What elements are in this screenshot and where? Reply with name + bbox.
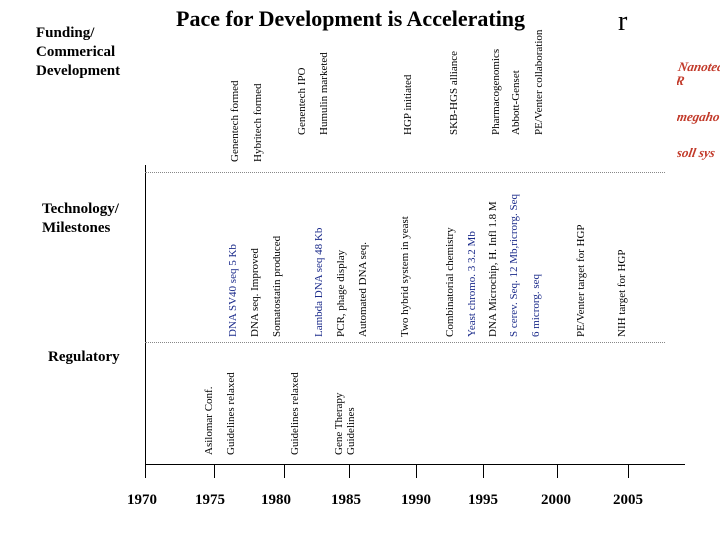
page-title: Pace for Development is Accelerating — [176, 6, 526, 31]
funding-event: Hybritech formed — [252, 83, 264, 163]
technology-event: DNA SV40 seq 5 Kb — [227, 244, 239, 337]
technology-event: PCR, phage display — [335, 249, 347, 337]
year-tick — [483, 464, 484, 478]
regulatory-event: Guidelines relaxed — [289, 372, 301, 455]
funding-event: Humulin marketed — [318, 52, 330, 135]
section-technology-label: Technology/ Milestones — [42, 201, 119, 236]
year-tick — [145, 464, 146, 478]
side-image-line: megaho — [677, 109, 720, 124]
funding-event: Pharmacogenomics — [490, 48, 502, 135]
section-regulatory-label: Regulatory — [48, 349, 120, 365]
regulatory-event: Gene Therapy — [333, 392, 345, 455]
corner-mark: r — [618, 6, 628, 37]
technology-event: Yeast chromo. 3 3.2 Mb — [466, 231, 478, 337]
year-label: 1985 — [331, 492, 361, 508]
year-label: 1990 — [401, 492, 431, 508]
side-image-line: soll sys — [677, 145, 717, 160]
year-label: 2000 — [541, 492, 571, 508]
section-regulatory: Regulatory — [48, 348, 120, 367]
regulatory-event: Guidelines — [345, 407, 357, 455]
funding-event: Abbott-Genset — [510, 70, 522, 135]
technology-event: DNA Microchip, H. Infl 1.8 M — [487, 201, 499, 337]
funding-event: Genentech IPO — [296, 67, 308, 135]
technology-event: S cerev. Seq. 12 Mb,ricrorg. Seq — [508, 194, 520, 337]
year-label: 1970 — [127, 492, 157, 508]
side-image-line: Nanotech R — [677, 59, 720, 88]
year-label: 2005 — [613, 492, 643, 508]
technology-event: 6 microrg. seq — [530, 273, 542, 337]
technology-event: PE/Venter target for HGP — [575, 224, 587, 337]
side-image: Nanotech R megaho soll sys — [677, 50, 720, 178]
technology-event: NIH target for HGP — [616, 249, 628, 337]
divider-funding-technology — [145, 172, 665, 173]
funding-event: Genentech formed — [229, 80, 241, 162]
regulatory-event: Asilomar Conf. — [203, 386, 215, 455]
technology-event: Lambda DNA seq 48 Kb — [313, 227, 325, 337]
year-tick — [416, 464, 417, 478]
year-label: 1980 — [261, 492, 291, 508]
year-label: 1975 — [195, 492, 225, 508]
year-tick — [284, 464, 285, 478]
technology-event: Somatostatin produced — [271, 235, 283, 337]
timeline-baseline — [145, 464, 685, 465]
technology-event: Combinatorial chemistry — [444, 227, 456, 337]
funding-event: SKB-HGS alliance — [448, 50, 460, 135]
year-tick — [214, 464, 215, 478]
funding-event: HGP initiated — [402, 74, 414, 135]
technology-event: Automated DNA seq. — [357, 241, 369, 337]
year-label: 1995 — [468, 492, 498, 508]
section-funding: Funding/ Commerical Development — [36, 24, 120, 81]
regulatory-event: Guidelines relaxed — [225, 372, 237, 455]
technology-event: Two hybrid system in yeast — [399, 216, 411, 337]
year-tick — [628, 464, 629, 478]
funding-event: PE/Venter collaboration — [533, 29, 545, 135]
timeline-axis — [145, 165, 146, 465]
section-funding-label: Funding/ Commerical Development — [36, 25, 121, 79]
section-technology: Technology/ Milestones — [42, 200, 119, 238]
technology-event: DNA seq. Improved — [249, 248, 261, 337]
divider-technology-regulatory — [145, 342, 665, 343]
year-tick — [349, 464, 350, 478]
year-tick — [557, 464, 558, 478]
